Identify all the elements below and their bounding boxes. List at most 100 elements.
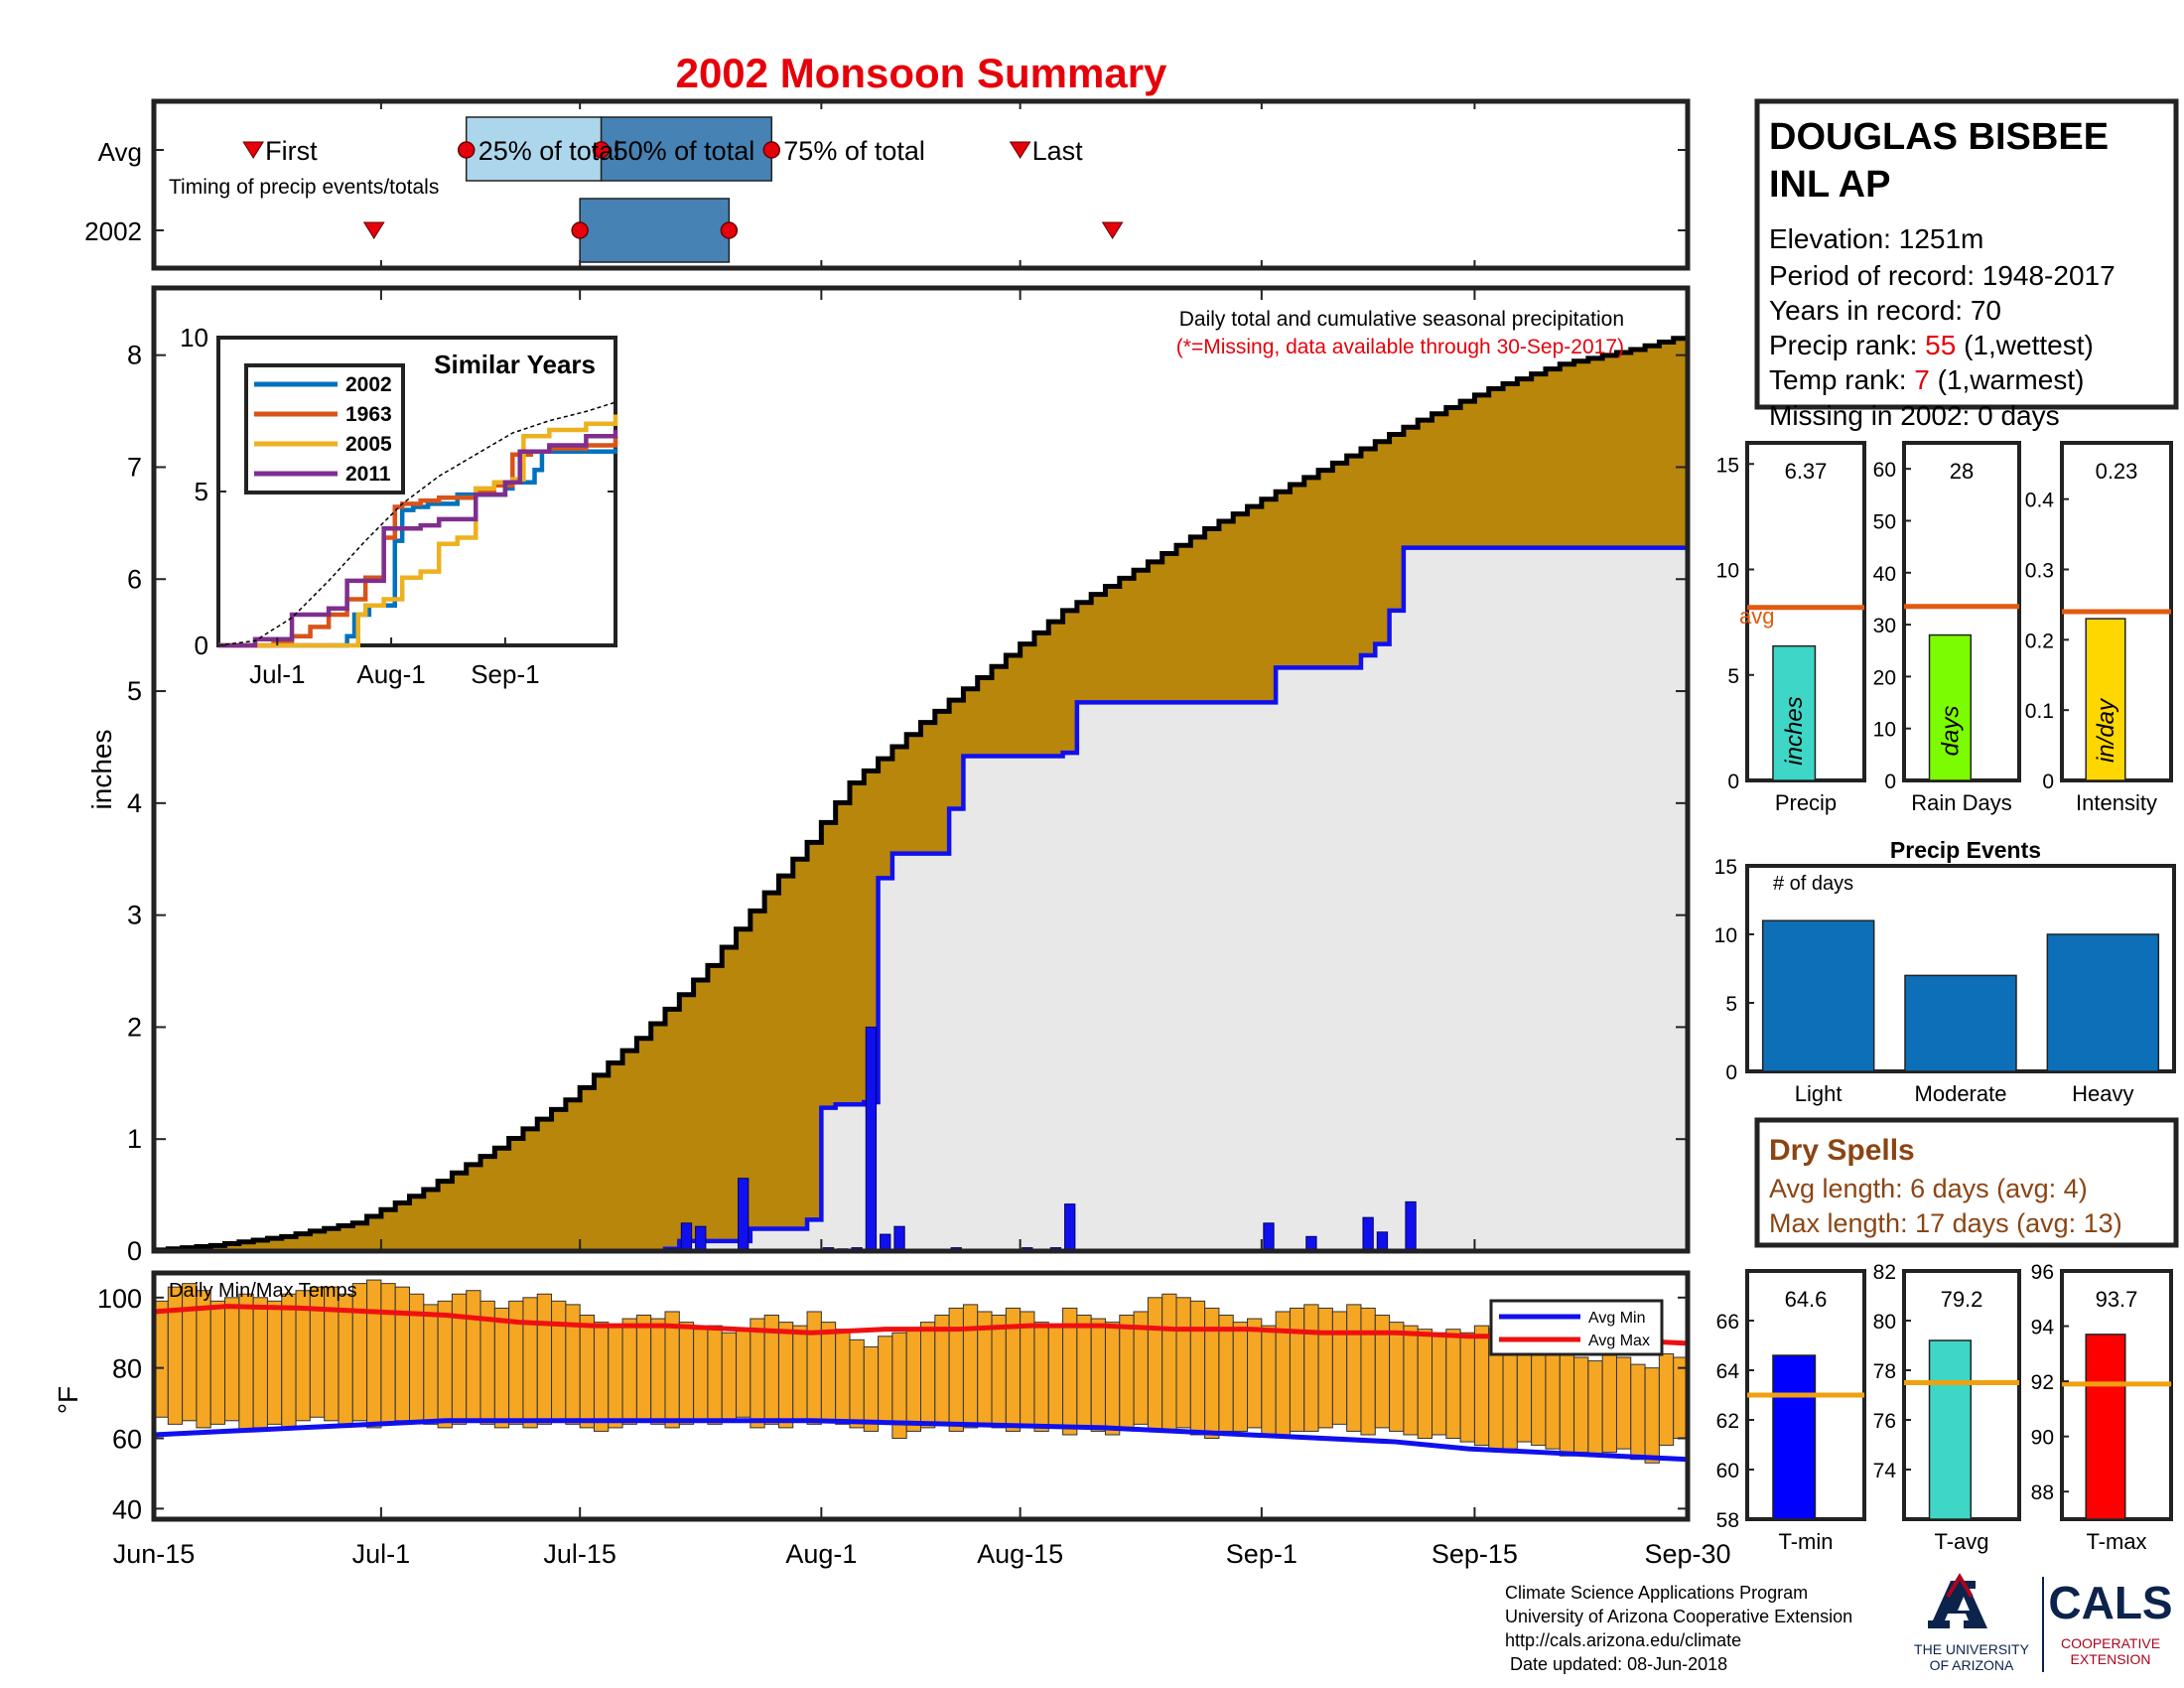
small-panel-ytick-label: 58 bbox=[1716, 1509, 1739, 1532]
temp-range-bar bbox=[1033, 1322, 1049, 1432]
small-panel-ytick-label: 60 bbox=[1873, 459, 1896, 482]
timing-row-label-year: 2002 bbox=[84, 216, 142, 246]
small-panel-ytick-label: 0.1 bbox=[2025, 700, 2054, 723]
sim-ytick-label: 10 bbox=[180, 323, 208, 352]
small-panel-bar bbox=[2085, 618, 2126, 781]
temp-range-bar bbox=[224, 1297, 240, 1422]
footer-line-2: University of Arizona Cooperative Extens… bbox=[1505, 1607, 1852, 1626]
label-last: Last bbox=[1032, 136, 1084, 166]
temp-range-bar bbox=[707, 1325, 723, 1425]
precip-events-ytick-label: 0 bbox=[1725, 1061, 1737, 1084]
temp-range-bar bbox=[693, 1329, 709, 1422]
small-panel-ytick-label: 0 bbox=[1884, 771, 1896, 793]
station-name-2: INL AP bbox=[1769, 164, 1890, 206]
similar-year-line-2005 bbox=[218, 414, 618, 648]
year-first-marker bbox=[362, 221, 385, 239]
year-box-25-75 bbox=[579, 198, 731, 263]
small-panel-bar bbox=[1928, 1339, 1973, 1520]
temp-range-bar bbox=[338, 1293, 353, 1425]
avg-box-50-75 bbox=[600, 116, 773, 182]
temp-range-bar bbox=[238, 1293, 254, 1432]
precip-ytick-label: 7 bbox=[127, 452, 142, 482]
small-panel-frame bbox=[1745, 441, 1866, 782]
cals-logo-text: CALS bbox=[2048, 1577, 2172, 1628]
dry-spells-title: Dry Spells bbox=[1769, 1134, 1915, 1167]
daily-precip-bar bbox=[1263, 1222, 1275, 1252]
temp-range-bar bbox=[920, 1322, 936, 1429]
ua-logo-text-2: OF ARIZONA bbox=[1930, 1657, 2014, 1673]
temp-range-bar bbox=[1090, 1318, 1106, 1432]
small-panel-ytick-label: 66 bbox=[1716, 1311, 1739, 1334]
small-panel-bar bbox=[1772, 1354, 1817, 1520]
year-cumulative-area bbox=[154, 547, 1688, 1251]
temp-range-bar bbox=[721, 1332, 738, 1422]
figure-title: 2002 Monsoon Summary bbox=[676, 50, 1167, 96]
avg-q50-marker bbox=[592, 141, 611, 159]
small-panel-ytick-label: 0.3 bbox=[2025, 560, 2054, 583]
temp-range-bar bbox=[1615, 1356, 1632, 1450]
legend-label-1963: 1963 bbox=[345, 403, 392, 426]
temp-range-bar bbox=[209, 1300, 226, 1425]
station-precip-rank: Precip rank: 55 (1,wettest) bbox=[1769, 330, 2094, 360]
temp-range-bar bbox=[394, 1286, 411, 1422]
precip-events-bar bbox=[1904, 974, 2017, 1072]
temp-range-bar bbox=[1573, 1356, 1589, 1454]
temp-range-bar bbox=[380, 1283, 396, 1425]
temp-range-bar bbox=[1630, 1363, 1646, 1461]
small-panel-label: Precip bbox=[1775, 790, 1837, 815]
precip-ytick-label: 1 bbox=[127, 1124, 142, 1154]
small-panel-ytick-label: 64 bbox=[1716, 1360, 1740, 1383]
small-panel-label: T-max bbox=[2086, 1529, 2146, 1554]
small-panel-ytick-label: 0 bbox=[1727, 771, 1739, 793]
precip-events-ytick-label: 15 bbox=[1714, 856, 1737, 879]
similar-year-line-2002 bbox=[218, 448, 618, 648]
temp-range-bar bbox=[182, 1283, 198, 1422]
precip-events-category: Heavy bbox=[2072, 1081, 2133, 1106]
small-panel-value: 28 bbox=[1950, 459, 1974, 484]
small-panel-label: Rain Days bbox=[1911, 790, 2011, 815]
temp-range-bar bbox=[1104, 1322, 1121, 1436]
precip-rank-value: 55 bbox=[1925, 330, 1956, 360]
seasonal-totals: avg 6.37 0 5 10 15 Precip inches 28 0 10 20 30 40 50 60… bbox=[1716, 441, 2173, 815]
precip-ytick-label: 0 bbox=[127, 1236, 142, 1266]
temp-range-bar bbox=[1403, 1325, 1419, 1436]
temp-range-bar bbox=[1587, 1360, 1603, 1457]
temp-range-bar bbox=[1432, 1332, 1447, 1436]
temp-range-bar bbox=[991, 1315, 1007, 1429]
precip-events-bar bbox=[2046, 933, 2160, 1072]
small-panel-label: T-min bbox=[1779, 1529, 1834, 1554]
precip-ytick-label: 8 bbox=[127, 341, 142, 370]
avg-q25-marker bbox=[457, 141, 476, 159]
sim-xtick-label: Sep-1 bbox=[471, 659, 539, 689]
temp-range-bar bbox=[266, 1300, 283, 1425]
similar-years-inset: 0 5 10 Jul-1 Aug-1 Sep-1 Similar Years 2002 19… bbox=[180, 323, 618, 689]
avg-q75-marker bbox=[762, 141, 781, 159]
time-axis-label: Sep-15 bbox=[1432, 1539, 1518, 1569]
small-panel-value: 0.23 bbox=[2096, 459, 2138, 484]
small-panel-unit: inches bbox=[1781, 696, 1808, 765]
precip-ytick-label: 6 bbox=[127, 564, 142, 594]
temp-range-bar bbox=[962, 1304, 979, 1429]
temp-range-bar bbox=[1644, 1367, 1660, 1464]
time-axis-label: Aug-15 bbox=[977, 1539, 1063, 1569]
temp-range-bar bbox=[1331, 1311, 1348, 1425]
small-panel-ytick-label: 94 bbox=[2031, 1317, 2055, 1339]
sim-xtick-label: Jul-1 bbox=[249, 659, 305, 689]
daily-precip-bar bbox=[738, 1178, 750, 1252]
small-panel-ytick-label: 5 bbox=[1727, 665, 1739, 688]
temp-range-bar bbox=[1161, 1293, 1177, 1432]
temp-ytick-label: 80 bbox=[112, 1354, 142, 1384]
temp-range-bar bbox=[1247, 1318, 1263, 1429]
temp-rank-note: (1,warmest) bbox=[1930, 364, 2085, 395]
small-panel-label: T-avg bbox=[1934, 1529, 1988, 1554]
temp-range-bar bbox=[1047, 1325, 1064, 1429]
year-q75-marker bbox=[720, 221, 739, 239]
temp-ytick-label: 100 bbox=[97, 1284, 142, 1314]
avg-last-marker bbox=[1009, 141, 1031, 159]
small-panel-bar bbox=[2085, 1334, 2126, 1520]
temp-range-bar bbox=[366, 1279, 382, 1429]
station-elevation: Elevation: 1251m bbox=[1769, 223, 1983, 254]
temp-range-bar bbox=[792, 1325, 808, 1422]
temp-range-bar bbox=[593, 1322, 610, 1432]
small-panel-ytick-label: 50 bbox=[1873, 510, 1896, 533]
